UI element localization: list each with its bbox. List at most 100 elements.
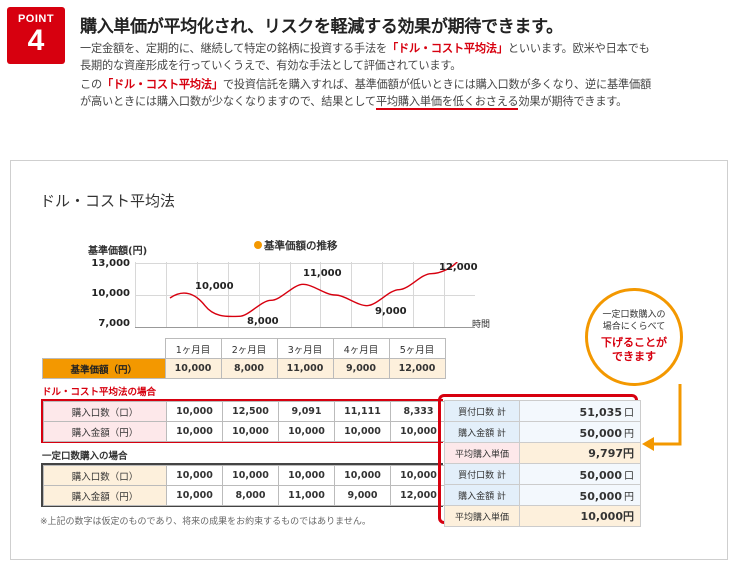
y-tick: 13,000 — [91, 258, 130, 269]
summary-number: 50,000 — [579, 489, 622, 503]
fixed-summary: 買付口数 計 50,000 口 購入金額 計 50,000 円 平均購入単価 10,… — [444, 463, 641, 527]
blank-cell — [43, 339, 166, 359]
avg-label: 平均購入単価 — [444, 442, 520, 464]
disclaimer-note: ※上記の数字は仮定のものであり、将来の成果をお約束するものではありません。 — [40, 517, 371, 527]
callout-bubble: 一定口数購入の 場合にくらべて 下げることが できます — [585, 288, 683, 386]
avg-unit: 円 — [623, 447, 634, 460]
para-highlight: 「ドル・コスト平均法」 — [386, 42, 508, 55]
summary-value: 50,000 口 — [519, 463, 641, 485]
data-label: 9,000 — [375, 305, 407, 317]
x-axis-label: 時間 — [472, 320, 491, 330]
summary-unit: 円 — [624, 428, 634, 440]
para-text: 長期的な資産形成を行っていくうえで、有効な手法として評価されています。 — [80, 59, 462, 72]
price-table: 1ヶ月目 2ヶ月目 3ヶ月目 4ヶ月目 5ヶ月目 基準価額（円） 10,000 … — [42, 338, 446, 379]
fixed-cell: 10,000 — [334, 465, 391, 486]
point-badge: POINT 4 — [7, 7, 65, 64]
point-label: POINT — [17, 13, 55, 25]
para-text: が高いときには購入口数が少なくなりますので、結果として — [80, 95, 376, 108]
fixed-cell: 10,000 — [278, 465, 335, 486]
legend-dot-icon — [254, 241, 262, 249]
dca-cell: 10,000 — [222, 421, 279, 442]
y-axis-title: 基準価額(円) — [88, 246, 148, 257]
dca-row-label: 購入口数（口） — [43, 401, 167, 422]
data-label: 8,000 — [247, 316, 279, 328]
dca-cell: 10,000 — [278, 421, 335, 442]
price-cell: 12,000 — [388, 358, 446, 379]
para-underline: 平均購入単価を低くおさえる — [375, 95, 519, 110]
price-row-label: 基準価額（円） — [42, 358, 166, 379]
dca-cell: 10,000 — [390, 421, 447, 442]
summary-unit: 口 — [624, 407, 634, 419]
headline: 購入単価が平均化され、リスクを軽減する効果が期待できます。 — [80, 17, 563, 37]
month-header: 3ヶ月目 — [276, 338, 334, 359]
data-label: 12,000 — [439, 261, 478, 273]
dca-section-label: ドル・コスト平均法の場合 — [42, 387, 157, 398]
summary-value: 50,000 円 — [519, 484, 641, 506]
fixed-section-label: 一定口数購入の場合 — [42, 451, 128, 462]
summary-label: 購入金額 計 — [444, 484, 520, 506]
y-tick: 10,000 — [91, 288, 130, 299]
price-cell: 10,000 — [164, 358, 222, 379]
avg-number: 9,797 — [588, 447, 623, 460]
dca-cell: 12,500 — [222, 401, 279, 422]
chart-legend: 基準価額の推移 — [254, 238, 338, 253]
summary-number: 50,000 — [579, 468, 622, 482]
avg-unit: 円 — [623, 510, 634, 523]
panel-title: ドル・コスト平均法 — [40, 192, 176, 210]
avg-number: 10,000 — [580, 510, 623, 523]
price-line — [169, 262, 458, 318]
callout-emphasis: 下げることが できます — [601, 336, 667, 363]
fixed-cell: 10,000 — [222, 465, 279, 486]
fixed-cell: 9,000 — [334, 485, 391, 506]
summary-label: 購入金額 計 — [444, 421, 520, 443]
dca-cell: 10,000 — [166, 401, 223, 422]
dca-cell: 11,111 — [334, 401, 391, 422]
fixed-cell: 11,000 — [278, 485, 335, 506]
fixed-cell: 10,000 — [166, 465, 223, 486]
paragraph-line-3: この「ドル・コスト平均法」で投資信託を購入すれば、基準価額が低いときには購入口数… — [80, 76, 651, 93]
summary-unit: 円 — [624, 491, 634, 503]
summary-value: 50,000 円 — [519, 421, 641, 443]
para-text: といいます。欧米や日本でも — [507, 42, 650, 55]
data-label: 11,000 — [303, 268, 342, 280]
avg-label: 平均購入単価 — [444, 505, 520, 527]
para-text: 一定金額を、定期的に、継続して特定の銘柄に投資する手法を — [80, 42, 387, 55]
fixed-cell: 8,000 — [222, 485, 279, 506]
y-tick: 7,000 — [98, 318, 130, 329]
fixed-row-label: 購入金額（円） — [43, 485, 167, 506]
paragraph-line-4: が高いときには購入口数が少なくなりますので、結果として平均購入単価を低くおさえる… — [80, 93, 627, 110]
para-text: で投資信託を購入すれば、基準価額が低いときには購入口数が多くなり、逆に基準価額 — [222, 78, 651, 91]
dca-cell: 9,091 — [278, 401, 335, 422]
summary-label: 買付口数 計 — [444, 400, 520, 422]
avg-value: 9,797円 — [519, 442, 641, 464]
month-header: 2ヶ月目 — [220, 338, 278, 359]
avg-value: 10,000円 — [519, 505, 641, 527]
dca-cell: 8,333 — [390, 401, 447, 422]
point-number: 4 — [27, 24, 45, 57]
price-chart — [135, 262, 475, 328]
dca-row-label: 購入金額（円） — [43, 421, 167, 442]
price-cell: 11,000 — [276, 358, 334, 379]
chart-title: 基準価額の推移 — [264, 240, 338, 252]
fixed-cell: 12,000 — [390, 485, 447, 506]
summary-value: 51,035 口 — [519, 400, 641, 422]
month-header: 5ヶ月目 — [388, 338, 446, 359]
dca-table: 購入口数（口） 10,000 12,500 9,091 11,111 8,333… — [43, 401, 447, 442]
paragraph-line-1: 一定金額を、定期的に、継続して特定の銘柄に投資する手法を「ドル・コスト平均法」と… — [80, 40, 650, 57]
data-label: 10,000 — [195, 281, 234, 292]
callout-arrow-icon — [642, 384, 682, 451]
summary-number: 51,035 — [579, 405, 622, 419]
dca-summary: 買付口数 計 51,035 口 購入金額 計 50,000 円 平均購入単価 9,7… — [444, 400, 641, 464]
month-header: 1ヶ月目 — [164, 338, 222, 359]
para-text: この — [80, 78, 102, 91]
summary-label: 買付口数 計 — [444, 463, 520, 485]
para-text: 効果が期待できます。 — [518, 95, 628, 108]
fixed-table: 購入口数（口） 10,000 10,000 10,000 10,000 10,0… — [43, 465, 447, 506]
price-cell: 9,000 — [332, 358, 390, 379]
para-highlight: 「ドル・コスト平均法」 — [101, 78, 223, 91]
dca-cell: 10,000 — [334, 421, 391, 442]
fixed-row-label: 購入口数（口） — [43, 465, 167, 486]
callout-line: 一定口数購入の 場合にくらべて — [602, 310, 666, 332]
summary-number: 50,000 — [579, 426, 622, 440]
paragraph-line-2: 長期的な資産形成を行っていくうえで、有効な手法として評価されています。 — [80, 57, 461, 74]
